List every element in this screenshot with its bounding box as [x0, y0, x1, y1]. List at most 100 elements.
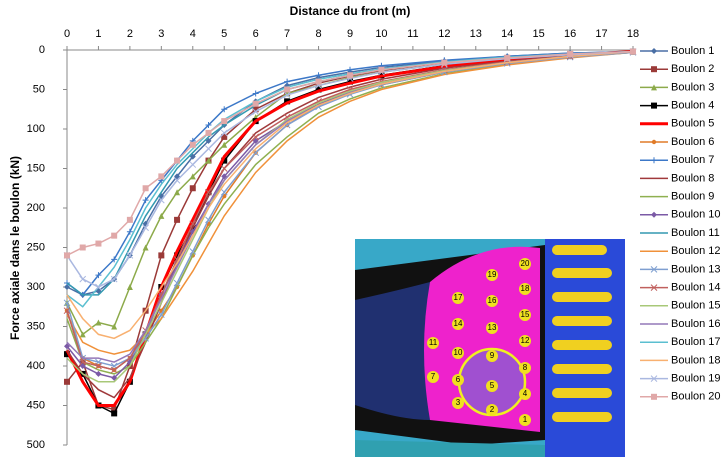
- series-line: [66, 51, 634, 367]
- x-tick-label: 10: [375, 28, 387, 40]
- marker: [221, 157, 228, 164]
- marker: [95, 240, 102, 247]
- marker: [378, 66, 385, 73]
- y-tick-label: 150: [27, 162, 45, 174]
- marker: [441, 59, 448, 66]
- marker: [111, 406, 118, 413]
- inset-badge: [519, 283, 531, 295]
- marker: [173, 176, 181, 184]
- marker: [95, 283, 102, 291]
- x-tick-label: 2: [127, 28, 133, 40]
- legend-label: Boulon 19: [671, 373, 721, 385]
- inset-badge: [486, 380, 498, 392]
- inset-badge: [519, 335, 531, 347]
- marker: [111, 323, 118, 330]
- marker: [126, 284, 133, 290]
- marker: [111, 256, 118, 263]
- x-tick-label: 15: [533, 28, 545, 40]
- marker: [126, 252, 134, 259]
- legend-label: Boulon 20: [671, 391, 721, 403]
- y-tick-label: 100: [27, 123, 45, 135]
- legend-label: Boulon 15: [671, 300, 721, 312]
- x-tick-label: 16: [564, 28, 576, 40]
- x-tick-label: 17: [595, 28, 607, 40]
- legend-label: Boulon 8: [671, 172, 714, 184]
- marker: [651, 139, 657, 145]
- x-tick-label: 9: [347, 28, 353, 40]
- marker: [111, 232, 118, 239]
- marker: [504, 54, 511, 61]
- x-tick-label: 0: [64, 28, 70, 40]
- x-axis-title: Distance du front (m): [290, 4, 411, 18]
- marker: [95, 362, 102, 370]
- inset-badge: [486, 295, 498, 307]
- marker: [205, 216, 212, 224]
- marker: [142, 334, 149, 342]
- marker: [158, 212, 165, 219]
- marker: [651, 157, 657, 164]
- marker: [126, 228, 133, 235]
- inset-label: 11: [429, 338, 438, 347]
- inset-badge: [427, 337, 439, 349]
- inset-label: 18: [521, 284, 530, 293]
- marker: [142, 224, 149, 232]
- marker: [189, 161, 197, 168]
- marker: [79, 244, 86, 251]
- x-tick-label: 13: [470, 28, 482, 40]
- inset-label: 9: [490, 351, 495, 360]
- marker: [221, 133, 228, 140]
- marker: [347, 78, 353, 85]
- x-tick-label: 5: [221, 28, 227, 40]
- inset-badge: [486, 322, 498, 334]
- marker: [651, 211, 657, 218]
- legend-label: Boulon 10: [671, 209, 721, 221]
- legend-label: Boulon 3: [671, 81, 714, 93]
- inset-badge: [452, 397, 464, 409]
- inset-badge: [519, 309, 531, 321]
- inset-badge: [452, 318, 464, 330]
- marker: [221, 106, 228, 113]
- marker: [252, 100, 259, 107]
- inset-label: 10: [454, 348, 463, 357]
- marker: [157, 311, 165, 319]
- marker: [284, 86, 291, 93]
- marker: [173, 279, 181, 287]
- x-tick-label: 12: [438, 28, 450, 40]
- marker: [651, 102, 657, 109]
- marker: [95, 272, 102, 279]
- inset-badge: [452, 347, 464, 359]
- marker: [252, 108, 260, 115]
- marker: [79, 275, 87, 283]
- x-tick-label: 14: [501, 28, 513, 40]
- marker: [284, 78, 291, 85]
- x-tick-label: 1: [95, 28, 101, 40]
- marker: [142, 185, 149, 192]
- marker: [63, 299, 71, 307]
- inset-badge: [486, 269, 498, 281]
- inset-label: 14: [454, 319, 463, 328]
- marker: [220, 165, 228, 172]
- marker: [126, 216, 133, 223]
- marker: [189, 248, 197, 255]
- marker: [64, 378, 70, 385]
- marker: [95, 370, 102, 377]
- inset-badge: [427, 371, 439, 383]
- legend-label: Boulon 14: [671, 282, 721, 294]
- inset-label: 13: [488, 323, 497, 332]
- x-tick-label: 6: [253, 28, 259, 40]
- x-tick-label: 4: [190, 28, 196, 40]
- marker: [252, 106, 259, 113]
- inset-label: 6: [456, 375, 461, 384]
- marker: [347, 72, 353, 79]
- legend-label: Boulon 12: [671, 245, 721, 257]
- marker: [64, 284, 70, 290]
- series-line: [66, 50, 634, 288]
- marker: [174, 216, 181, 223]
- series-line: [66, 51, 634, 355]
- inset-badge: [452, 374, 464, 386]
- marker: [64, 252, 70, 259]
- legend-label: Boulon 16: [671, 318, 721, 330]
- inset-label: 2: [490, 405, 495, 414]
